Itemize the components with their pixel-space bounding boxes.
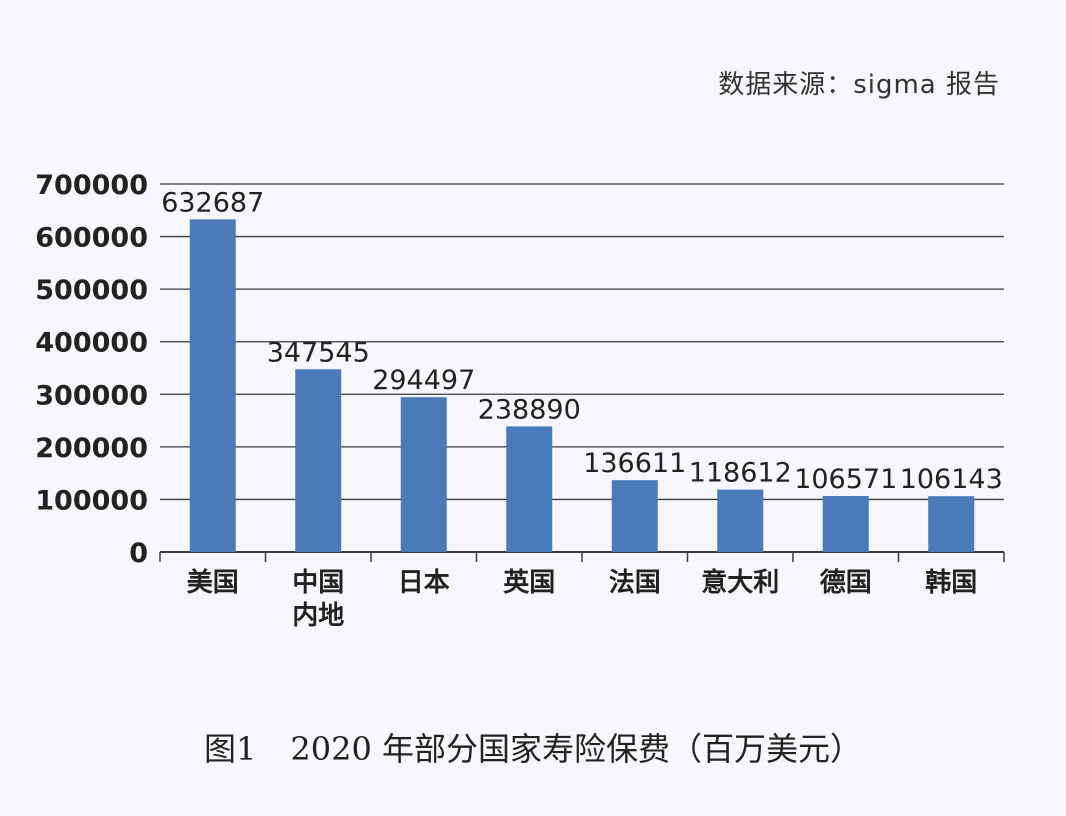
bar xyxy=(717,489,764,552)
data-label: 106571 xyxy=(794,464,897,495)
data-label: 632687 xyxy=(161,187,264,218)
category-label: 美国 xyxy=(187,567,239,598)
y-tick-label: 200000 xyxy=(35,433,148,464)
y-tick-label: 0 xyxy=(129,538,148,569)
data-source-note: 数据来源：sigma 报告 xyxy=(718,70,1000,100)
category-label: 韩国 xyxy=(925,568,977,598)
y-tick-label: 700000 xyxy=(35,170,148,201)
category-label: 内地 xyxy=(292,601,344,631)
bar xyxy=(400,397,447,552)
y-tick-label: 300000 xyxy=(35,380,148,411)
data-label: 347545 xyxy=(267,337,370,368)
category-label: 意大利 xyxy=(701,567,779,598)
category-label: 法国 xyxy=(609,568,661,598)
category-label: 中国 xyxy=(292,568,344,598)
y-tick-label: 600000 xyxy=(35,223,148,254)
bar xyxy=(822,495,869,552)
figure-number: 图1 xyxy=(204,730,257,768)
category-label: 英国 xyxy=(503,568,555,598)
data-label: 136611 xyxy=(583,448,686,479)
figure-caption: 图1 2020 年部分国家寿险保费（百万美元） xyxy=(0,724,1066,770)
data-label: 118612 xyxy=(689,458,792,489)
data-label: 294497 xyxy=(372,365,475,396)
category-label: 德国 xyxy=(820,568,872,598)
bar xyxy=(611,480,658,552)
figure-title: 2020 年部分国家寿险保费（百万美元） xyxy=(290,730,862,768)
y-tick-label: 500000 xyxy=(35,275,148,306)
gridlines xyxy=(159,183,1005,562)
bar xyxy=(189,219,236,553)
category-label: 日本 xyxy=(398,568,450,598)
data-label: 238890 xyxy=(478,394,581,425)
bar xyxy=(295,369,342,552)
y-tick-label: 400000 xyxy=(35,328,148,359)
bar xyxy=(506,426,553,552)
bar xyxy=(928,496,975,552)
y-axis-ticks: 0 100000 200000 300000 400000 500000 600000 700… xyxy=(35,170,148,569)
y-tick-label: 100000 xyxy=(35,485,148,516)
bar-chart: 0 100000 200000 300000 400000 500000 600000 700… xyxy=(35,170,1005,631)
bars xyxy=(189,219,975,553)
data-label: 106143 xyxy=(900,464,1003,495)
